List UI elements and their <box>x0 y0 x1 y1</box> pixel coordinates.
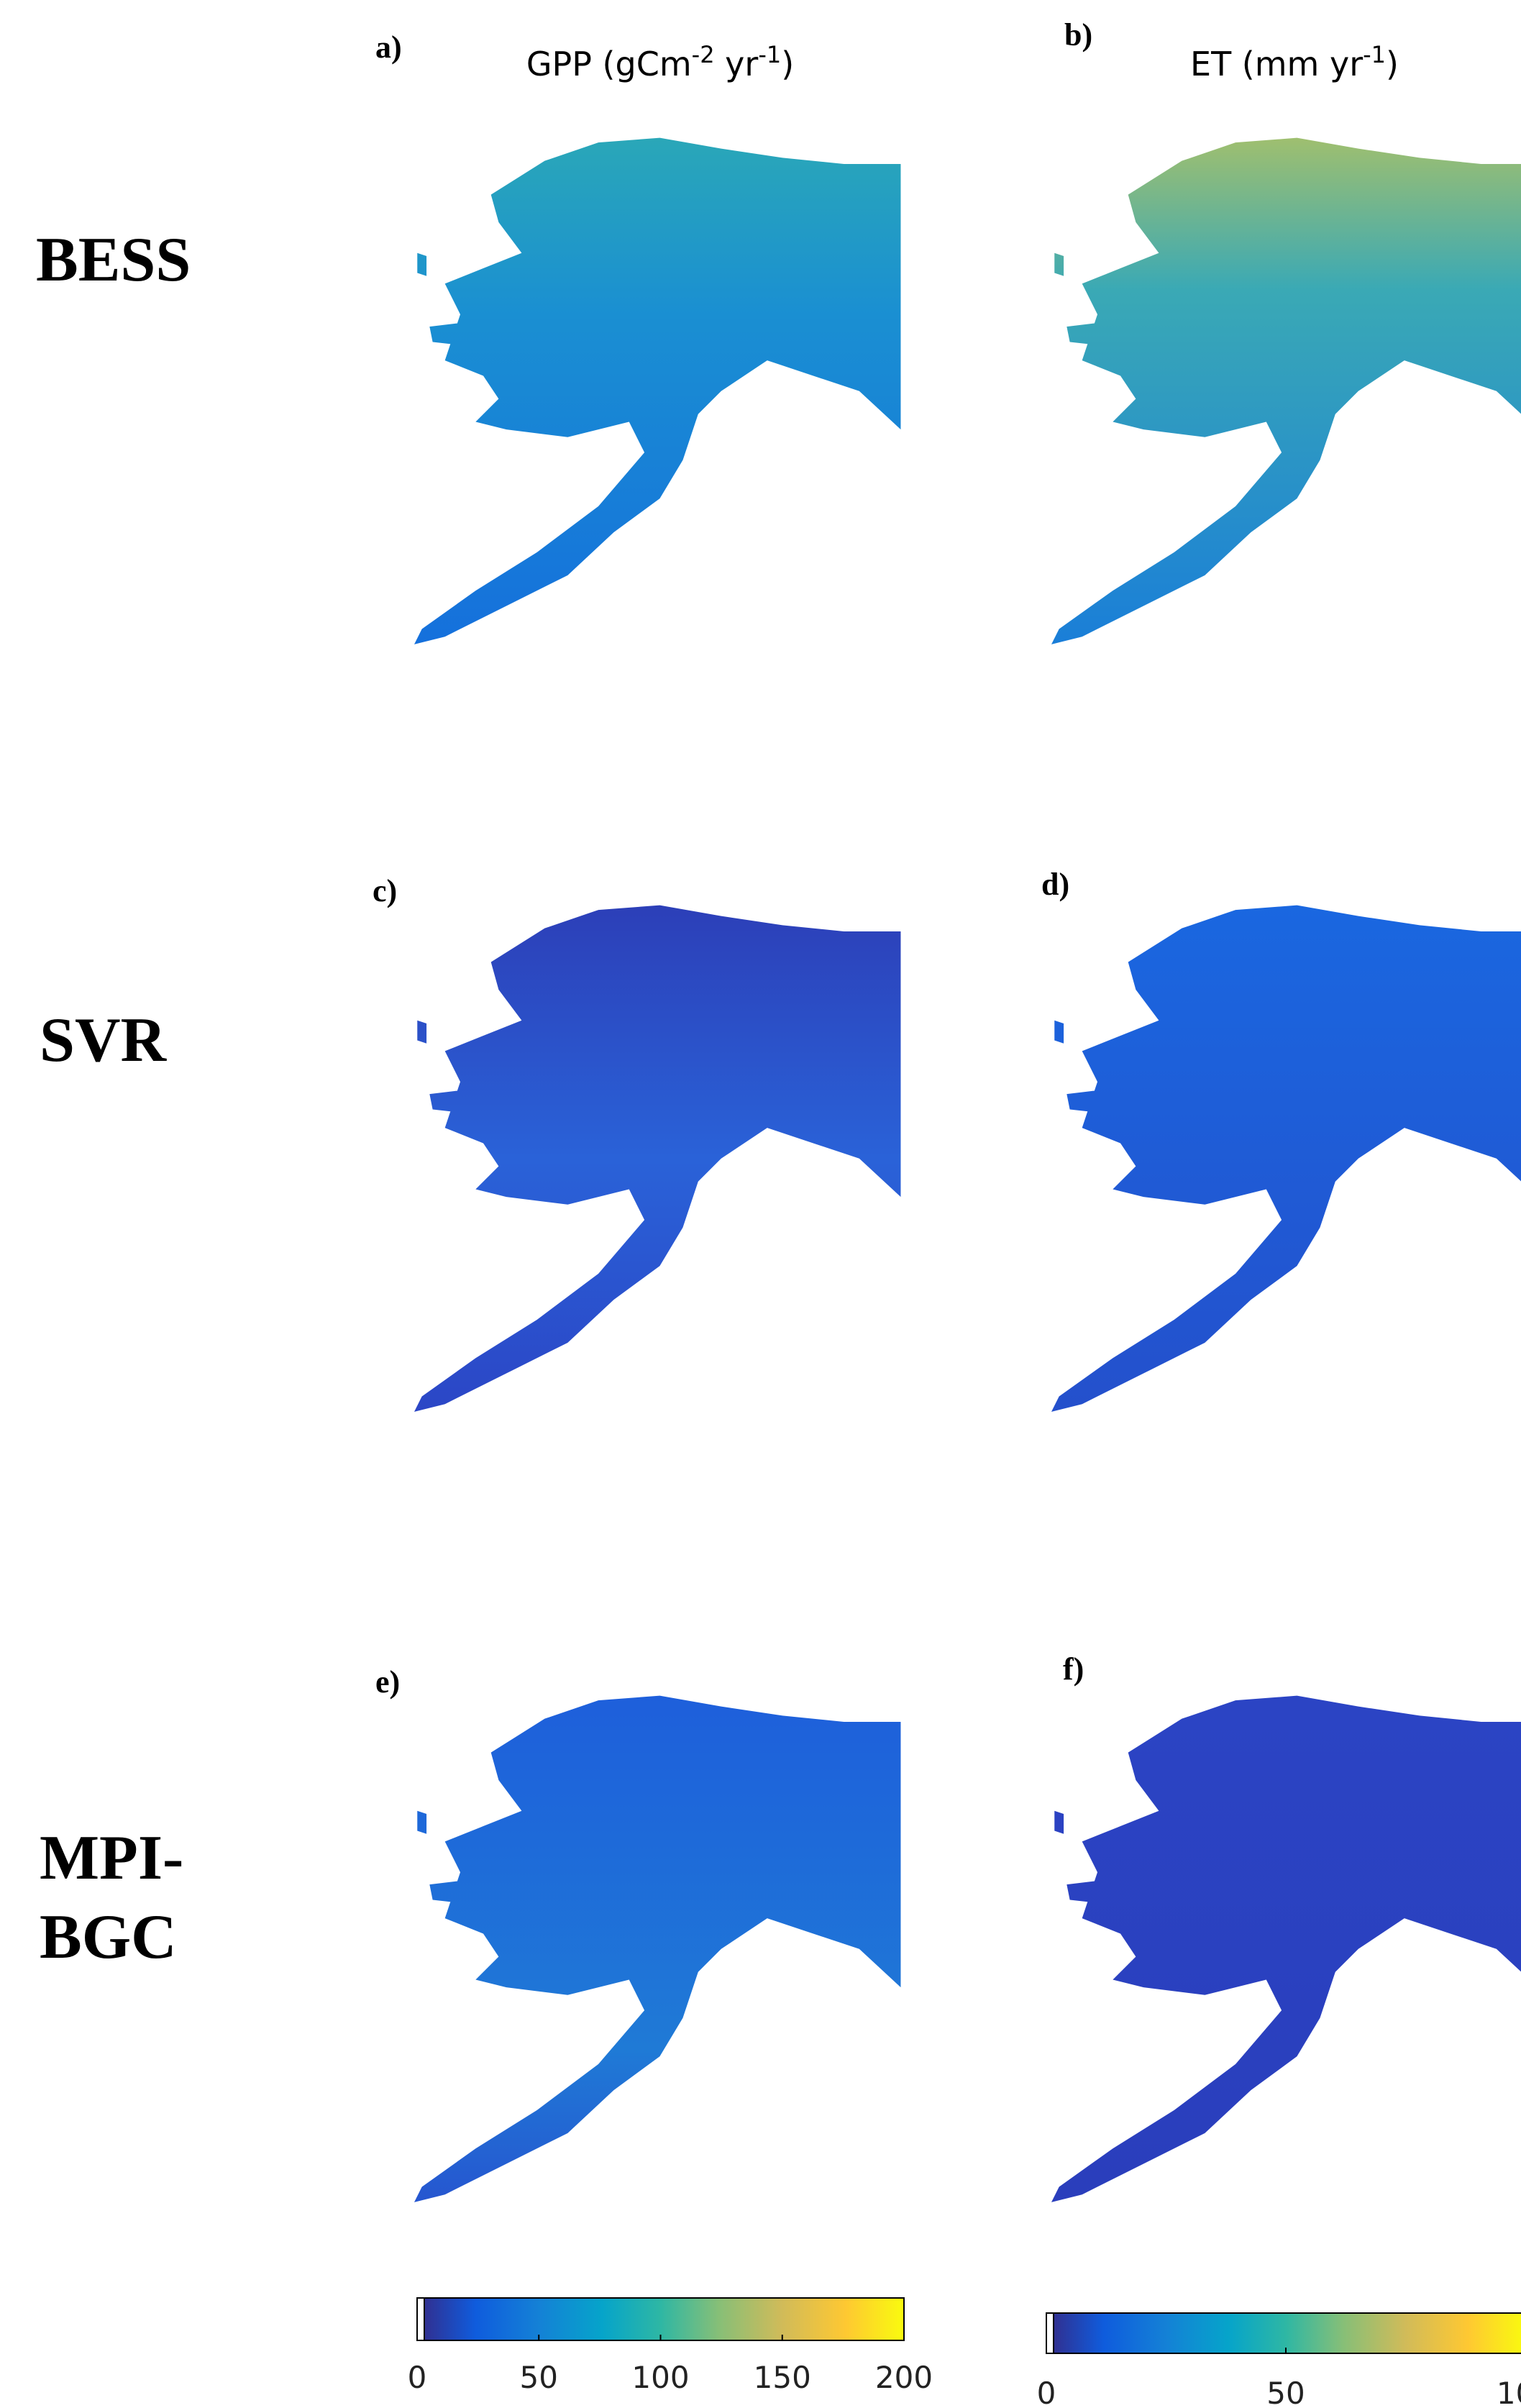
map-c <box>414 905 901 1412</box>
panel-label: a) <box>375 29 402 65</box>
panel-label: d) <box>1041 867 1069 902</box>
title-text: ) <box>781 45 794 83</box>
title-text: ) <box>1386 45 1399 83</box>
panel-label: f) <box>1063 1651 1084 1687</box>
tick-label: 100 <box>1497 2376 1521 2408</box>
row-label: BGC <box>40 1902 177 1972</box>
colorbar-end <box>1046 2312 1054 2354</box>
row-label: SVR <box>40 1005 167 1075</box>
column-title: GPP (gCm-2 yr-1) <box>526 41 794 83</box>
map-d <box>1051 905 1521 1412</box>
column-title: ET (mm yr-1) <box>1190 41 1399 83</box>
tick-label: 200 <box>875 2360 933 2395</box>
map-f <box>1051 1695 1521 2202</box>
tick-label: 100 <box>631 2360 689 2395</box>
title-superscript: -1 <box>1363 41 1386 68</box>
tick-label: 0 <box>1037 2376 1056 2408</box>
panel-label: e) <box>375 1664 400 1700</box>
colorbar-end <box>416 2297 425 2341</box>
title-text: GPP (gCm <box>526 45 692 83</box>
panel-label: b) <box>1064 17 1092 53</box>
tick-label: 150 <box>754 2360 811 2395</box>
title-text: ET (mm yr <box>1190 45 1363 83</box>
tick-label: 0 <box>408 2360 427 2395</box>
row-label: BESS <box>36 225 191 295</box>
panel-label: c) <box>373 873 397 908</box>
title-superscript: -2 <box>692 41 715 68</box>
colorbar <box>1046 2312 1521 2354</box>
colorbar <box>416 2297 905 2341</box>
map-e <box>414 1695 901 2202</box>
tick-label: 50 <box>520 2360 558 2395</box>
map-b <box>1051 137 1521 644</box>
map-a <box>414 137 901 644</box>
title-superscript: -1 <box>758 41 781 68</box>
tick-label: 50 <box>1266 2376 1305 2408</box>
row-label: MPI- <box>40 1823 183 1893</box>
title-text: yr <box>715 45 759 83</box>
